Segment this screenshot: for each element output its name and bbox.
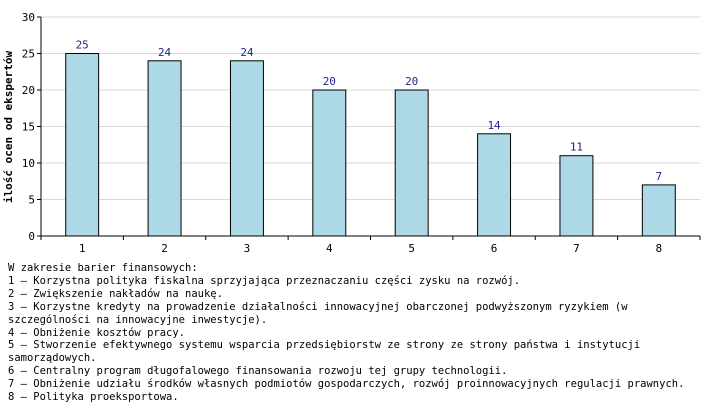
data-label: 14 bbox=[487, 119, 501, 132]
bar bbox=[312, 89, 347, 237]
note-item-1: 1 – Korzystna polityka fiskalna sprzyjaj… bbox=[8, 274, 521, 287]
note-item-2: 2 – Zwiększenie nakładów na naukę. bbox=[8, 287, 223, 300]
x-tick-label: 3 bbox=[244, 242, 251, 255]
bars bbox=[65, 53, 676, 237]
data-label: 7 bbox=[656, 170, 663, 183]
data-label: 24 bbox=[158, 46, 172, 59]
bar bbox=[394, 89, 429, 237]
x-tick-labels: 1 2 3 4 5 6 7 8 bbox=[79, 242, 662, 255]
bar bbox=[641, 184, 676, 237]
notes-heading: W zakresie barier finansowych: bbox=[8, 262, 198, 274]
data-label: 25 bbox=[76, 39, 89, 52]
note-item-3: 3 – Korzystne kredyty na prowadzenie dzi… bbox=[8, 300, 628, 326]
x-tick-label: 4 bbox=[326, 242, 333, 255]
x-tick-label: 6 bbox=[491, 242, 498, 255]
legend-notes: W zakresie barier finansowych: 1 – Korzy… bbox=[8, 262, 708, 404]
y-tick-labels: 0 5 10 15 20 25 30 bbox=[22, 11, 35, 243]
x-tick-label: 2 bbox=[161, 242, 168, 255]
bar bbox=[559, 155, 594, 237]
y-tick-label: 0 bbox=[28, 230, 35, 243]
y-tick-label: 25 bbox=[22, 48, 35, 61]
note-item-8: 8 – Polityka proeksportowa. bbox=[8, 391, 179, 404]
data-label: 24 bbox=[240, 46, 254, 59]
bar bbox=[477, 133, 512, 237]
data-label: 20 bbox=[323, 75, 336, 88]
y-tick-label: 5 bbox=[28, 194, 35, 207]
data-label: 11 bbox=[570, 141, 583, 154]
bar bbox=[229, 60, 264, 237]
x-tick-label: 1 bbox=[79, 242, 86, 255]
axes bbox=[40, 17, 700, 237]
y-axis-label: ilość ocen od ekspertów bbox=[2, 50, 15, 203]
grid-lines bbox=[37, 16, 701, 240]
note-item-4: 4 – Obniżenie kosztów pracy. bbox=[8, 326, 186, 339]
y-tick-label: 10 bbox=[22, 157, 35, 170]
note-item-7: 7 – Obniżenie udziału środków własnych p… bbox=[8, 378, 685, 391]
y-tick-label: 20 bbox=[22, 84, 35, 97]
data-label: 20 bbox=[405, 75, 418, 88]
y-tick-label: 30 bbox=[22, 11, 35, 24]
bar bbox=[147, 60, 182, 237]
note-item-5: 5 – Stworzenie efektywnego systemu wspar… bbox=[8, 339, 641, 365]
x-tick-label: 7 bbox=[573, 242, 580, 255]
note-item-6: 6 – Centralny program długofalowego fina… bbox=[8, 365, 508, 378]
x-tick-label: 5 bbox=[408, 242, 415, 255]
y-tick-label: 15 bbox=[22, 121, 35, 134]
bar-chart: 0 5 10 15 20 25 30 1 2 3 4 5 6 7 8 25 24 24 20 20 14 11 7 il… bbox=[2, 11, 701, 255]
x-tick-label: 8 bbox=[656, 242, 663, 255]
data-labels: 25 24 24 20 20 14 11 7 bbox=[76, 39, 663, 183]
bar bbox=[65, 53, 100, 237]
